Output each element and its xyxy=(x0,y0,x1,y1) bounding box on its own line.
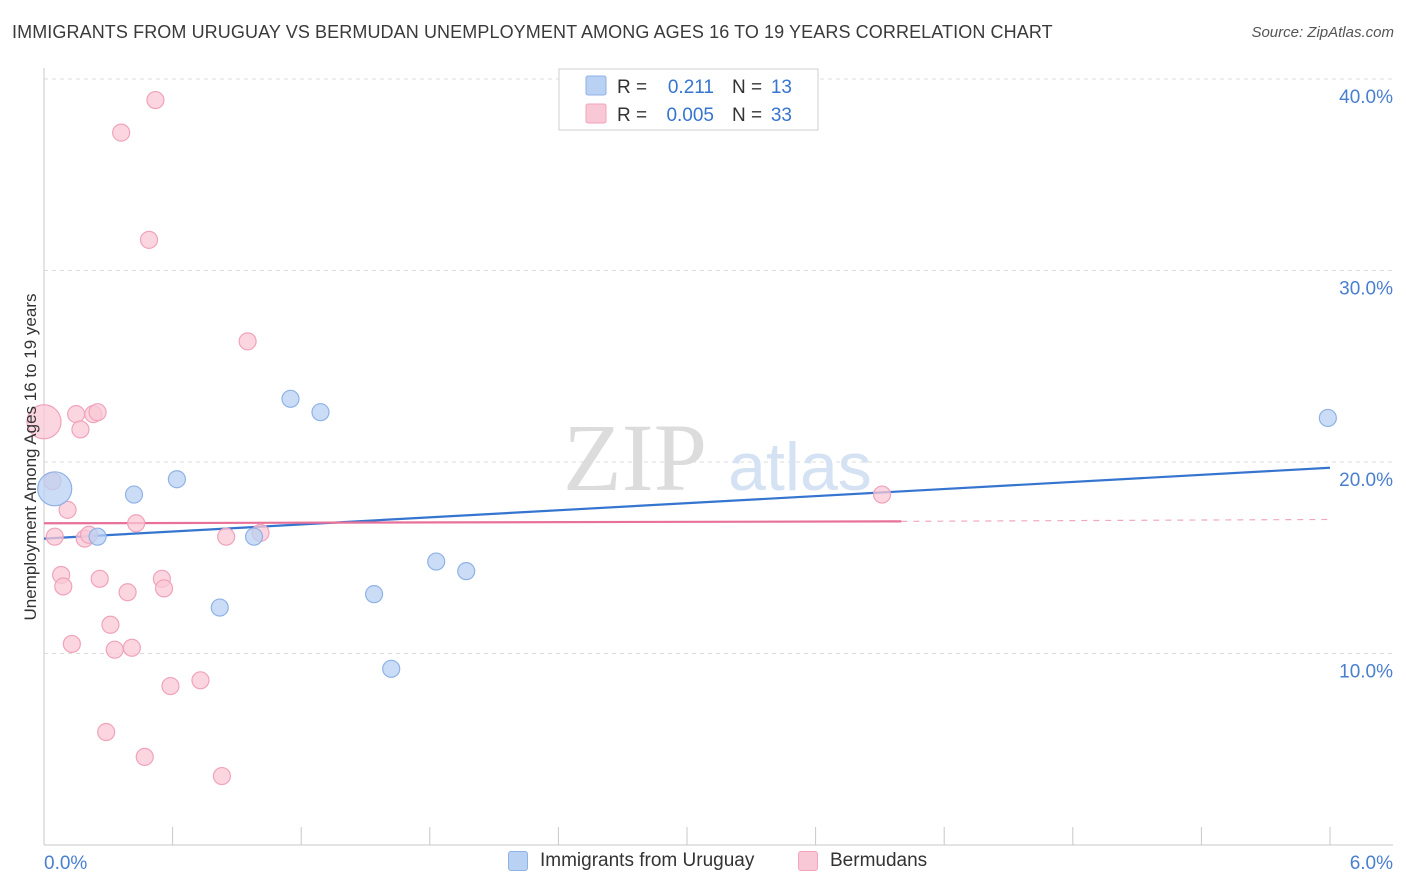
point-bermudans xyxy=(45,527,64,546)
legend-item-uruguay: Immigrants from Uruguay xyxy=(508,850,754,872)
legend-swatch-pink xyxy=(585,103,607,124)
y-tick-label: 40.0% xyxy=(1339,87,1393,108)
watermark: ZIP atlas xyxy=(563,404,872,511)
point-bermudans xyxy=(122,638,141,657)
legend-n-value: 13 xyxy=(771,77,792,98)
point-bermudans xyxy=(54,577,73,596)
points-layer xyxy=(26,90,1337,786)
legend-box: R = 0.211 N = 13 R = 0.005 N = 33 xyxy=(558,68,819,131)
y-tick-label: 10.0% xyxy=(1339,662,1393,683)
point-uruguay xyxy=(167,470,186,489)
point-uruguay xyxy=(364,585,384,604)
trend-line-bermudans-extension xyxy=(901,518,1331,522)
watermark-atlas: atlas xyxy=(728,429,872,505)
y-axis-label: Unemployment Among Ages 16 to 19 years xyxy=(21,294,40,621)
legend-swatch-uruguay xyxy=(508,851,528,871)
point-uruguay xyxy=(1318,408,1337,428)
point-bermudans xyxy=(217,527,236,546)
watermark-zip: ZIP xyxy=(563,404,707,511)
point-uruguay xyxy=(382,659,401,678)
point-bermudans xyxy=(212,766,231,786)
y-tick-label: 20.0% xyxy=(1339,470,1393,491)
point-uruguay xyxy=(244,527,264,546)
bottom-legend: Immigrants from Uruguay Bermudans xyxy=(0,850,1406,880)
point-bermudans xyxy=(105,640,124,659)
point-bermudans xyxy=(135,747,154,767)
legend-swatch-bermudans xyxy=(798,851,818,871)
x-tick-label: 6.0% xyxy=(1350,853,1393,874)
point-bermudans xyxy=(127,514,146,533)
source-label: Source: ZipAtlas.com xyxy=(1251,24,1394,41)
trend-line-bermudans xyxy=(43,520,902,525)
point-uruguay xyxy=(427,552,446,571)
grid-layer xyxy=(44,78,1393,654)
x-tick-label: 0.0% xyxy=(44,853,87,874)
point-uruguay xyxy=(311,403,330,422)
point-bermudans xyxy=(118,583,137,602)
legend-item-bermudans: Bermudans xyxy=(798,850,927,872)
point-uruguay xyxy=(281,389,300,408)
legend-r-label: R = xyxy=(617,77,647,98)
point-uruguay xyxy=(457,562,476,581)
chart-title: IMMIGRANTS FROM URUGUAY VS BERMUDAN UNEM… xyxy=(12,22,1053,42)
point-bermudans xyxy=(101,615,120,634)
point-uruguay xyxy=(37,471,73,507)
legend-r-label: R = xyxy=(617,105,647,126)
legend-label-bermudans: Bermudans xyxy=(830,850,928,871)
legend-n-value: 33 xyxy=(771,105,792,126)
point-uruguay xyxy=(210,598,229,617)
point-bermudans xyxy=(191,671,210,690)
point-bermudans xyxy=(71,420,90,439)
axis-layer: 10.0% 20.0% 30.0% 40.0% 0.0% 6.0% xyxy=(43,68,1393,874)
legend-r-value: 0.005 xyxy=(666,105,714,126)
point-bermudans xyxy=(146,90,165,110)
point-bermudans xyxy=(90,569,109,588)
point-bermudans xyxy=(67,405,86,424)
legend-n-label: N = xyxy=(732,77,762,98)
legend-r-value: 0.211 xyxy=(668,77,714,98)
point-bermudans xyxy=(872,485,892,504)
point-bermudans xyxy=(238,332,257,351)
point-bermudans xyxy=(58,500,77,519)
point-bermudans xyxy=(97,722,116,742)
legend-n-label: N = xyxy=(732,105,762,126)
point-bermudans xyxy=(88,403,107,422)
point-uruguay xyxy=(88,527,107,546)
y-tick-label: 30.0% xyxy=(1339,279,1393,300)
point-bermudans xyxy=(154,579,174,598)
point-bermudans xyxy=(139,230,159,249)
point-bermudans xyxy=(62,634,81,654)
point-bermudans xyxy=(161,676,180,696)
point-bermudans xyxy=(112,123,131,142)
legend-label-uruguay: Immigrants from Uruguay xyxy=(540,850,755,871)
point-uruguay xyxy=(124,485,144,504)
point-bermudans xyxy=(26,404,62,440)
legend-swatch-blue xyxy=(585,75,607,96)
